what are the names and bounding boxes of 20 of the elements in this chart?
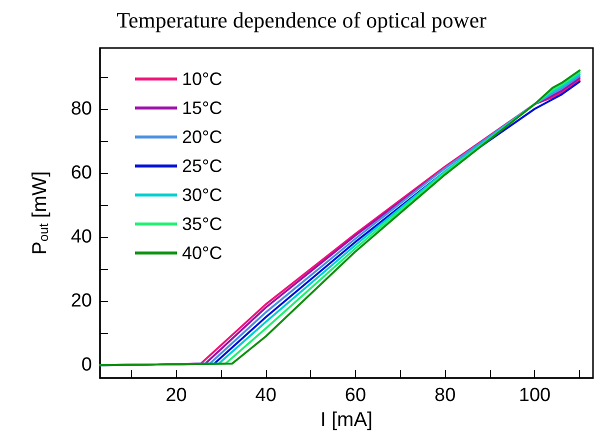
x-tick-label: 20 bbox=[166, 385, 187, 406]
y-tick-label: 0 bbox=[81, 354, 92, 376]
legend-label: 15°C bbox=[182, 98, 222, 118]
legend-label: 30°C bbox=[182, 185, 222, 205]
y-tick-label: 20 bbox=[70, 290, 92, 312]
y-tick-label: 60 bbox=[70, 162, 92, 184]
chart-title: Temperature dependence of optical power bbox=[116, 8, 488, 32]
legend-label: 20°C bbox=[182, 127, 222, 147]
x-tick-label: 100 bbox=[518, 385, 551, 406]
legend-label: 10°C bbox=[182, 69, 222, 89]
x-tick-label: 80 bbox=[434, 385, 456, 406]
y-tick-label: 80 bbox=[70, 98, 92, 120]
y-axis-title: Pout [mW] bbox=[29, 171, 51, 255]
x-tick-label: 60 bbox=[344, 385, 366, 406]
legend-label: 25°C bbox=[182, 156, 222, 176]
y-tick-label: 40 bbox=[70, 226, 92, 248]
x-tick-label: 40 bbox=[255, 385, 276, 406]
legend-label: 40°C bbox=[182, 243, 222, 263]
x-axis-title: I [mA] bbox=[320, 408, 373, 431]
legend-label: 35°C bbox=[182, 214, 222, 234]
